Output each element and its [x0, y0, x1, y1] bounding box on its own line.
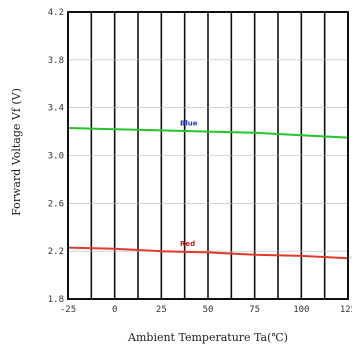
- y-tick-label: 1.8: [48, 295, 64, 305]
- series-lines: Blue Red: [67, 119, 349, 260]
- series-label-red: Red: [180, 240, 195, 248]
- plot-frame: [67, 11, 349, 300]
- x-tick-label: 50: [203, 305, 214, 315]
- series-line-blue: [67, 127, 349, 139]
- y-tick-label: 3.4: [48, 104, 64, 114]
- y-axis-label: Forward Voltage Vf (V): [10, 88, 23, 216]
- x-tick-label: 125: [340, 305, 352, 315]
- x-tick-label: 25: [156, 305, 167, 315]
- y-tick-label: 2.6: [48, 199, 64, 209]
- y-tick-label: 4.2: [48, 8, 64, 18]
- grid-lines: [68, 11, 348, 300]
- y-tick-label: 3.8: [48, 56, 64, 66]
- x-tick-label: 100: [293, 305, 309, 315]
- x-tick-label: -25: [60, 305, 76, 315]
- x-tick-label: 0: [112, 305, 117, 315]
- tick-labels: 1.8 2.2 2.6 3.0 3.4 3.8 4.2 -25 0 25 50 75 100 125: [48, 8, 352, 315]
- y-tick-label: 3.0: [48, 152, 64, 162]
- series-label-blue: Blue: [180, 119, 198, 127]
- x-axis-label: Ambient Temperature Ta(℃): [127, 331, 288, 344]
- x-tick-label: 75: [249, 305, 260, 315]
- series-line-red: [67, 246, 349, 260]
- y-tick-label: 2.2: [48, 247, 64, 257]
